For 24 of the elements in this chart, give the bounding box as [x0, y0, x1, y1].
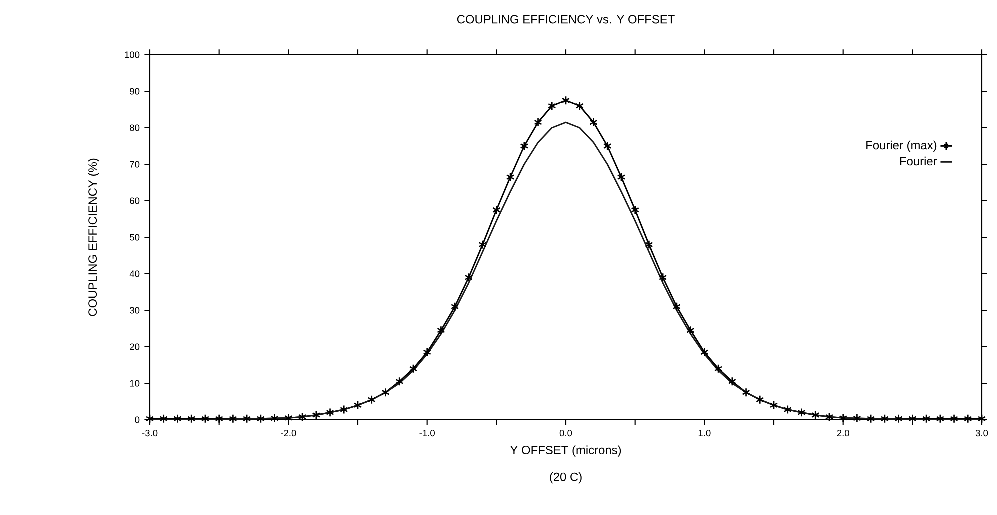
y-tick-label: 100 [125, 52, 140, 58]
x-tick-label: 0.0 [560, 430, 572, 437]
y-tick-label: 50 [130, 234, 140, 241]
x-tick-label: -3.0 [142, 430, 158, 437]
x-tick-label: -2.0 [281, 430, 296, 437]
y-tick-label: 60 [130, 198, 140, 204]
legend-label: Fourier (max) [866, 140, 937, 152]
y-tick-label: 90 [130, 88, 140, 95]
chart-title: COUPLING EFFICIENCY vs. Y OFFSET [457, 15, 675, 24]
y-tick-label: 30 [130, 307, 140, 314]
x-tick-label: 1.0 [698, 430, 711, 437]
legend-label: Fourier [900, 156, 938, 166]
y-tick-label: 70 [130, 161, 140, 168]
y-tick-label: 20 [130, 344, 140, 350]
y-tick-label: 80 [130, 124, 140, 132]
x-tick-label: 3.0 [976, 430, 988, 437]
x-tick-label: -1.0 [420, 430, 435, 437]
y-tick-label: 0 [135, 416, 140, 424]
text: (20 C) [550, 472, 582, 484]
y-tick-label: 40 [130, 270, 140, 278]
y-tick-label: 10 [130, 380, 140, 387]
x-tick-label: 2.0 [837, 430, 850, 437]
x-axis-title: Y OFFSET (microns) [510, 446, 622, 457]
y-axis-title: COUPLING EFFICIENCY (%) [88, 158, 100, 316]
